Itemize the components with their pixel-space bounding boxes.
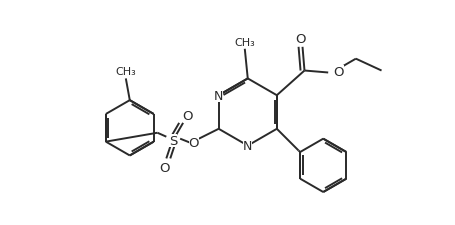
Text: CH₃: CH₃ bbox=[115, 66, 136, 76]
Text: O: O bbox=[295, 33, 305, 46]
Text: O: O bbox=[188, 137, 199, 149]
Text: O: O bbox=[182, 110, 192, 123]
Text: N: N bbox=[243, 140, 252, 152]
Text: S: S bbox=[169, 135, 177, 148]
Text: CH₃: CH₃ bbox=[234, 38, 255, 48]
Text: O: O bbox=[159, 161, 169, 174]
Text: N: N bbox=[213, 89, 223, 102]
Text: O: O bbox=[333, 66, 343, 79]
